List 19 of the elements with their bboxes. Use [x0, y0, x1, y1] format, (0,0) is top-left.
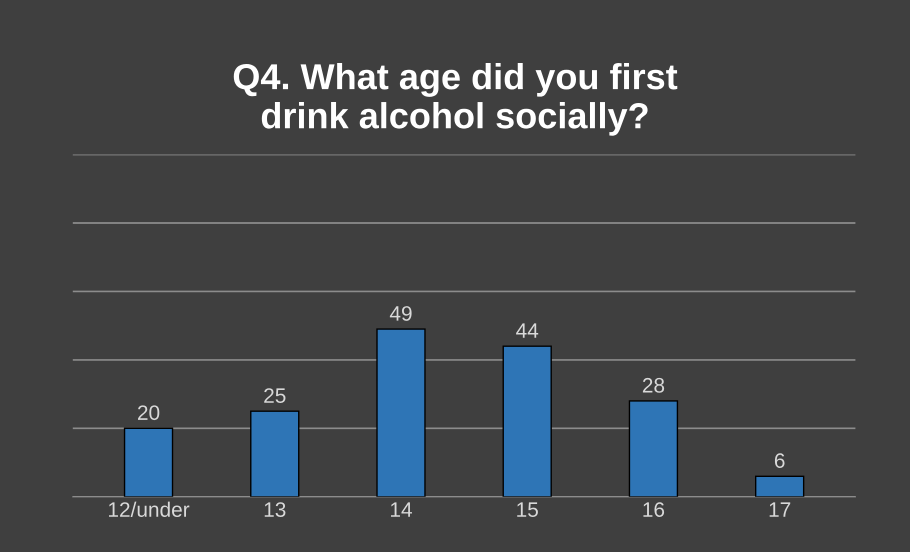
x-tick-label: 16 [643, 502, 664, 517]
data-label: 6 [774, 453, 785, 468]
x-tick-label: 17 [770, 502, 790, 517]
data-label: 49 [390, 306, 412, 321]
data-label: 44 [516, 323, 538, 338]
bar [376, 328, 426, 497]
data-label: 28 [642, 378, 664, 393]
x-tick-label: 12/under [109, 502, 190, 517]
data-label: 25 [264, 388, 286, 403]
bar [502, 346, 552, 497]
x-tick-label: 14 [390, 502, 412, 517]
bar [250, 410, 300, 497]
bar [754, 476, 804, 497]
x-tick-label: 13 [264, 502, 286, 517]
data-label: 20 [138, 405, 160, 420]
bar [124, 428, 174, 497]
bar [628, 400, 678, 497]
x-tick-label: 15 [517, 502, 538, 517]
chart-title: Q4. What age did you first drink alcohol socially? [234, 63, 678, 136]
